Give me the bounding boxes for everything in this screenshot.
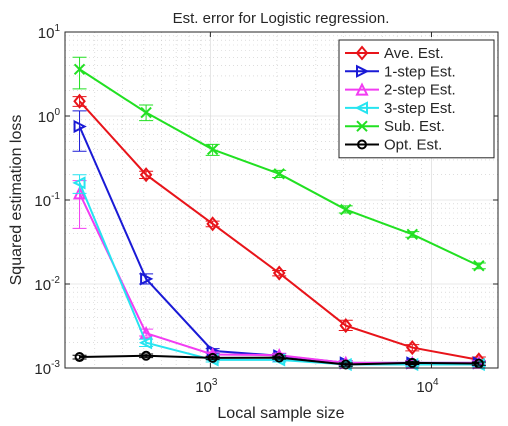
data-point bbox=[272, 265, 286, 281]
legend-marker bbox=[355, 82, 369, 96]
data-point bbox=[274, 352, 285, 363]
error-bar bbox=[72, 354, 87, 360]
error-bar bbox=[272, 269, 287, 277]
data-point bbox=[140, 272, 154, 286]
error-bar bbox=[72, 174, 87, 194]
legend-label: 3-step Est. bbox=[384, 100, 456, 117]
x-tick-label: 104 bbox=[416, 377, 439, 396]
data-point bbox=[141, 350, 152, 361]
data-point bbox=[72, 176, 86, 190]
series-5 bbox=[72, 350, 486, 370]
data-point bbox=[73, 63, 86, 75]
legend-label: Ave. Est. bbox=[384, 45, 444, 62]
data-point bbox=[139, 167, 153, 183]
legend-marker bbox=[354, 101, 368, 115]
y-tick-label: 10-3 bbox=[34, 359, 60, 378]
ticks: 10-3 10-2 10-1 100 101 103 104 bbox=[34, 23, 498, 396]
series-layer bbox=[72, 56, 487, 372]
data-point bbox=[273, 168, 285, 180]
data-point bbox=[406, 228, 419, 241]
chart-title: Est. error for Logistic regression. bbox=[173, 10, 390, 27]
data-point bbox=[339, 318, 353, 334]
data-point bbox=[74, 352, 85, 363]
error-bar bbox=[205, 220, 220, 228]
legend-marker bbox=[356, 64, 370, 78]
y-tick-label: 10-2 bbox=[34, 275, 60, 294]
legend-item: Sub. Est. bbox=[345, 118, 445, 135]
legend-marker bbox=[356, 120, 368, 132]
data-point bbox=[206, 216, 219, 232]
legend-label: Sub. Est. bbox=[384, 118, 445, 135]
data-point bbox=[139, 325, 153, 340]
legend-item: Ave. Est. bbox=[345, 45, 444, 62]
legend-item: 2-step Est. bbox=[345, 82, 456, 99]
data-point bbox=[73, 119, 87, 134]
data-point bbox=[138, 336, 153, 350]
data-point bbox=[207, 352, 218, 363]
legend-item: 1-step Est. bbox=[345, 63, 456, 80]
y-tick-label: 10-1 bbox=[34, 191, 60, 210]
error-bar bbox=[139, 170, 154, 180]
data-point bbox=[206, 143, 219, 156]
legend: Ave. Est.1-step Est. 2-step Est.3-step Es… bbox=[338, 39, 495, 159]
y-axis-label: Squared estimation loss bbox=[8, 115, 25, 286]
series-4 bbox=[72, 56, 486, 272]
error-bar bbox=[72, 56, 87, 90]
data-point bbox=[407, 357, 418, 368]
error-bar bbox=[72, 110, 87, 152]
legend-marker bbox=[357, 139, 367, 150]
data-point bbox=[473, 260, 485, 272]
data-point bbox=[340, 359, 351, 370]
data-point bbox=[406, 340, 419, 356]
legend-marker bbox=[355, 45, 369, 61]
error-bar bbox=[405, 344, 420, 352]
x-axis-label: Local sample size bbox=[217, 405, 344, 422]
y-tick-label: 100 bbox=[38, 107, 61, 126]
data-point bbox=[73, 93, 86, 109]
legend-label: Opt. Est. bbox=[384, 137, 442, 154]
x-tick-label: 103 bbox=[195, 377, 218, 396]
legend-item: 3-step Est. bbox=[345, 100, 456, 117]
legend-item: Opt. Est. bbox=[345, 137, 442, 154]
data-point bbox=[140, 106, 152, 119]
legend-label: 2-step Est. bbox=[384, 82, 456, 99]
legend-box bbox=[338, 39, 495, 159]
y-tick-label: 101 bbox=[38, 23, 61, 42]
legend-label: 1-step Est. bbox=[384, 63, 456, 80]
data-point bbox=[340, 203, 352, 216]
